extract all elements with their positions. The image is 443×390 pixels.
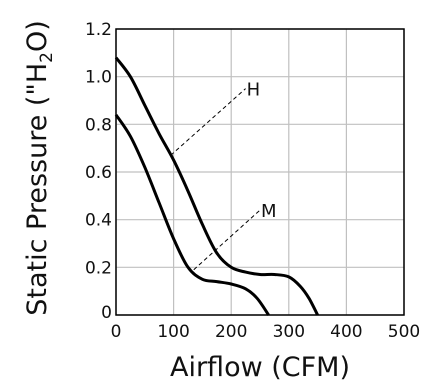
- annotation-label-m: M: [261, 201, 277, 222]
- curve-annotations: HM: [170, 80, 277, 271]
- grid: [115, 28, 405, 316]
- x-tick-label: 100: [157, 322, 189, 342]
- y-tick-label: 0.6: [85, 163, 112, 183]
- annotation-leader-m: [193, 209, 261, 271]
- x-tick-label: 300: [273, 322, 305, 342]
- y-axis-title-subscript: 2: [37, 52, 57, 63]
- y-axis-title-main: Static Pressure ("H: [22, 63, 53, 316]
- annotation-leader-h: [170, 88, 246, 156]
- x-tick-label: 200: [215, 322, 247, 342]
- y-axis-title-end: O): [22, 20, 53, 52]
- y-tick-label: 1.0: [85, 68, 112, 88]
- x-axis-title: Airflow (CFM): [170, 352, 350, 383]
- x-tick-label: 0: [111, 322, 122, 342]
- x-tick-label: 500: [388, 322, 420, 342]
- y-tick-label: 0.2: [85, 258, 112, 278]
- x-tick-label: 400: [330, 322, 362, 342]
- y-tick-label: 0: [101, 303, 112, 323]
- annotation-label-h: H: [247, 80, 261, 101]
- tick-labels: 0 100 200 300 400 500 0 0.2 0.4 0.6 0.8 1.0 1.2: [85, 20, 420, 342]
- curve-h: [114, 56, 319, 316]
- y-tick-label: 0.4: [85, 211, 112, 231]
- y-tick-label: 1.2: [85, 20, 112, 40]
- performance-curves: [114, 56, 319, 316]
- y-axis-title: Static Pressure ("H2O): [22, 20, 57, 316]
- plot-frame: [115, 28, 405, 316]
- curve-m: [114, 113, 270, 316]
- y-tick-label: 0.8: [85, 115, 112, 135]
